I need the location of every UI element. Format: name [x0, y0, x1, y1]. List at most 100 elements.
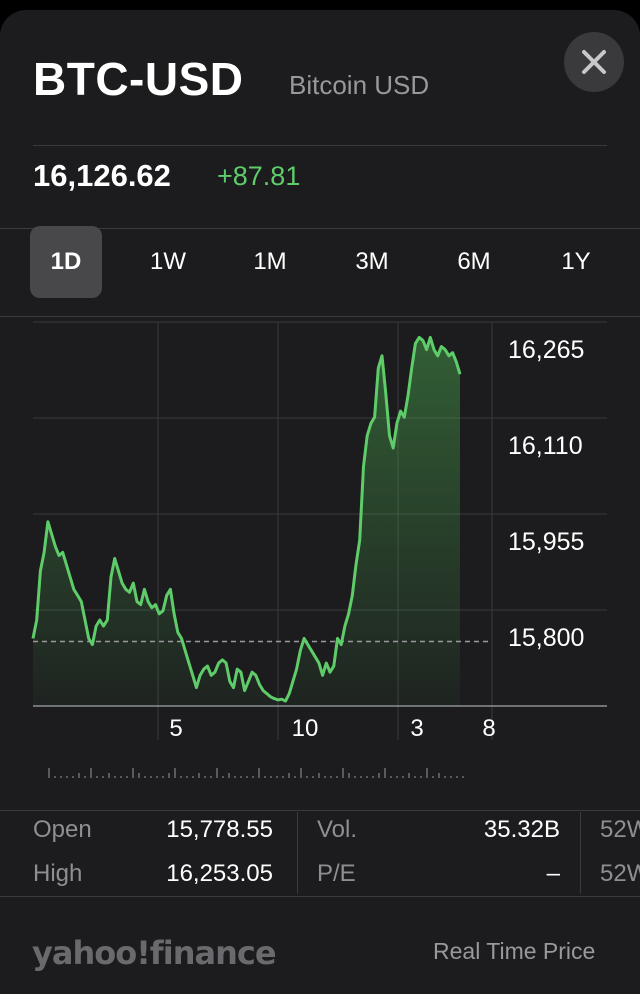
- x-tick-label: 5: [169, 715, 182, 742]
- volume-bar: [132, 768, 134, 778]
- volume-bar: [288, 773, 290, 778]
- tab-1y[interactable]: 1Y: [561, 248, 591, 275]
- volume-bar: [96, 776, 98, 778]
- divider: [0, 896, 640, 897]
- volume-bar: [216, 768, 218, 778]
- volume-bar: [60, 776, 62, 778]
- volume-bar: [114, 776, 116, 778]
- volume-bar: [312, 776, 314, 778]
- volume-bar: [270, 776, 272, 778]
- x-axis: 5 10 3 8: [169, 715, 495, 742]
- volume-bar: [186, 776, 188, 778]
- volume-bar: [318, 773, 320, 778]
- divider: [0, 810, 640, 811]
- volume-bar: [120, 776, 122, 778]
- volume-bar: [90, 768, 92, 778]
- close-button[interactable]: [564, 32, 624, 92]
- stat-value-volume: 35.32B: [483, 816, 560, 843]
- divider: [0, 316, 640, 317]
- volume-bar: [48, 768, 50, 778]
- volume-bar: [198, 773, 200, 778]
- volume-bar: [162, 776, 164, 778]
- stat-value-pe: –: [546, 860, 560, 887]
- volume-bar: [354, 776, 356, 778]
- volume-bar: [246, 776, 248, 778]
- quote-sheet: [0, 10, 640, 994]
- tab-6m[interactable]: 6M: [457, 248, 491, 275]
- volume-bar: [342, 768, 344, 778]
- volume-bar: [366, 776, 368, 778]
- stat-label-open: Open: [33, 816, 92, 843]
- volume-bar: [420, 776, 422, 778]
- price-change: +87.81: [217, 161, 301, 191]
- volume-bar: [378, 773, 380, 778]
- yahoo-finance-logo: yahoo!finance: [32, 934, 277, 972]
- volume-bar: [408, 773, 410, 778]
- price-line: [31, 335, 462, 703]
- column-divider: [297, 812, 298, 894]
- volume-bar: [348, 773, 350, 778]
- tab-1m[interactable]: 1M: [253, 248, 287, 275]
- volume-bar: [168, 773, 170, 778]
- volume-bar: [156, 776, 158, 778]
- volume-bar: [294, 776, 296, 778]
- stat-value-open: 15,778.55: [166, 816, 273, 843]
- volume-bar: [138, 773, 140, 778]
- y-tick-label: 15,800: [508, 624, 584, 652]
- price-area: [33, 337, 460, 706]
- volume-bar: [360, 776, 362, 778]
- stats-table: Open 15,778.55 High 16,253.05 Vol. 35.32…: [0, 808, 640, 898]
- volume-bar: [450, 776, 452, 778]
- ticker-symbol: BTC-USD: [33, 53, 244, 105]
- ticker-name: Bitcoin USD: [289, 70, 430, 100]
- volume-bar: [306, 776, 308, 778]
- volume-bar: [396, 776, 398, 778]
- volume-bar: [204, 776, 206, 778]
- volume-bar: [102, 776, 104, 778]
- volume-bar: [72, 776, 74, 778]
- volume-bar: [444, 776, 446, 778]
- y-axis: 16,265 16,110 15,955 15,800: [508, 336, 584, 652]
- volume-bar: [402, 776, 404, 778]
- volume-bar: [66, 776, 68, 778]
- volume-bar: [78, 773, 80, 778]
- stat-label-volume: Vol.: [317, 816, 358, 843]
- x-tick-label: 3: [410, 715, 423, 742]
- y-tick-label: 16,265: [508, 336, 584, 364]
- x-tick-label: 10: [292, 715, 319, 742]
- x-tick-label: 8: [482, 715, 495, 742]
- volume-bar: [390, 776, 392, 778]
- volume-bar: [150, 776, 152, 778]
- volume-bars: [48, 768, 464, 778]
- volume-bar: [180, 776, 182, 778]
- volume-bar: [330, 776, 332, 778]
- volume-bar: [126, 776, 128, 778]
- volume-bar: [414, 776, 416, 778]
- volume-bar: [372, 776, 374, 778]
- volume-bar: [276, 776, 278, 778]
- stat-label-pe: P/E: [317, 860, 356, 887]
- column-divider: [580, 812, 581, 894]
- stat-value-high: 16,253.05: [166, 860, 273, 887]
- volume-bar: [264, 776, 266, 778]
- volume-bar: [384, 768, 386, 778]
- price-chart[interactable]: 16,265 16,110 15,955 15,800 5 10 3 8: [0, 0, 640, 800]
- tab-1w[interactable]: 1W: [150, 248, 186, 275]
- volume-bar: [228, 773, 230, 778]
- volume-bar: [426, 768, 428, 778]
- volume-bar: [192, 776, 194, 778]
- volume-bar: [282, 776, 284, 778]
- tab-3m[interactable]: 3M: [355, 248, 389, 275]
- volume-bar: [54, 776, 56, 778]
- divider: [0, 228, 640, 229]
- current-price: 16,126.62: [33, 158, 171, 193]
- volume-bar: [108, 773, 110, 778]
- volume-bar: [222, 776, 224, 778]
- divider: [33, 145, 607, 146]
- volume-bar: [462, 776, 464, 778]
- tab-1d[interactable]: 1D: [30, 226, 102, 298]
- volume-bar: [324, 776, 326, 778]
- volume-bar: [252, 776, 254, 778]
- volume-bar: [84, 776, 86, 778]
- real-time-note: Real Time Price: [433, 938, 596, 964]
